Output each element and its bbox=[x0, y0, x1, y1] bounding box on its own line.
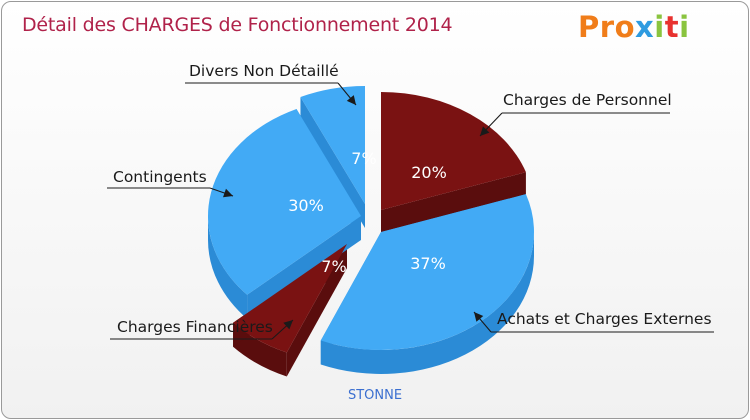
chart-title: Détail des CHARGES de Fonctionnement 201… bbox=[22, 14, 453, 36]
pie-slice-edge bbox=[247, 216, 361, 319]
pie-slice[interactable] bbox=[233, 244, 347, 353]
logo-letter: i bbox=[654, 10, 665, 44]
logo-letter: x bbox=[635, 10, 655, 44]
category-label: Achats et Charges Externes bbox=[497, 310, 712, 328]
pie-slice[interactable] bbox=[320, 194, 535, 351]
logo-letter: r bbox=[599, 10, 615, 44]
category-label: Charges de Personnel bbox=[503, 91, 672, 109]
slice-percent-label: 20% bbox=[411, 163, 447, 182]
logo-letter: i bbox=[679, 10, 690, 44]
location-label: STONNE bbox=[347, 388, 403, 403]
logo-letter: P bbox=[578, 10, 600, 44]
category-label: Charges Financières bbox=[117, 318, 273, 336]
leader-arrow bbox=[346, 95, 356, 105]
slice-percent-label: 7% bbox=[351, 149, 376, 168]
logo-letter: o bbox=[614, 10, 636, 44]
pie-slice[interactable] bbox=[300, 86, 365, 204]
pie-slice-side bbox=[320, 232, 534, 374]
leader-arrow bbox=[474, 312, 484, 322]
category-label: Divers Non Détaillé bbox=[189, 62, 339, 80]
pie-slice[interactable] bbox=[208, 109, 361, 295]
slice-percent-label: 7% bbox=[321, 257, 346, 276]
leader-arrow bbox=[480, 126, 490, 136]
pie-slice[interactable] bbox=[381, 92, 526, 210]
category-label: Contingents bbox=[113, 168, 207, 186]
leader-arrow bbox=[283, 320, 293, 330]
slice-percent-label: 37% bbox=[410, 254, 446, 273]
proxiti-logo[interactable]: Proxiti bbox=[578, 10, 690, 44]
logo-letter: t bbox=[664, 10, 680, 44]
pie-slice-edge bbox=[381, 172, 526, 234]
pie-slice-edge bbox=[300, 97, 365, 228]
pie-slice-side bbox=[208, 216, 248, 319]
leader-arrow bbox=[223, 188, 233, 198]
slice-percent-label: 30% bbox=[288, 196, 324, 215]
